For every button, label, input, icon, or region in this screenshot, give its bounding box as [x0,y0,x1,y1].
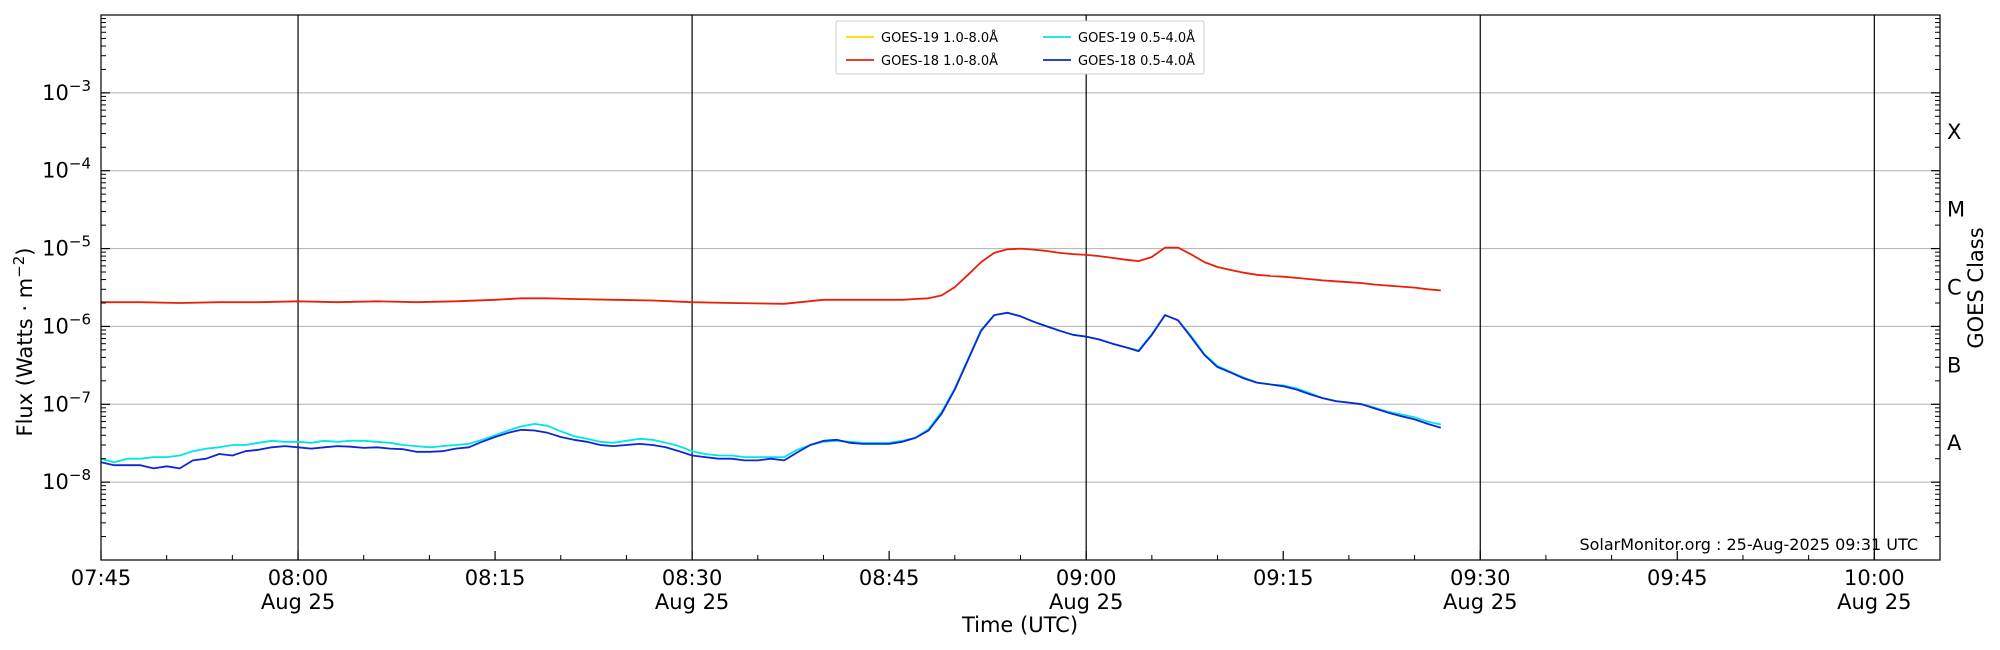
goes-class-label: C [1947,276,1962,300]
series-line [101,246,1441,305]
x-tick-label: 09:00 [1056,566,1117,590]
legend-label: GOES-18 0.5-4.0Å [1078,53,1195,69]
gridlines [101,15,1940,560]
series-lines [100,246,1442,470]
y-tick-label: 10−5 [42,233,91,261]
x-tick-label: 08:15 [465,566,526,590]
goes-class-label: B [1947,353,1961,377]
x-tick-label: 09:30 [1450,566,1511,590]
goes-class-label: M [1947,198,1965,222]
y-tick-label: 10−7 [42,388,91,416]
legend-label: GOES-19 1.0-8.0Å [881,30,998,46]
y-axis-title: Flux (Watts · m−2) [10,247,37,436]
legend-box [835,20,1205,75]
x-tick-label: 08:30 [662,566,723,590]
goes-class-labels: A B C M X [1947,120,1965,455]
x-tick-date-label: Aug 25 [261,590,335,614]
credit-text: SolarMonitor.org : 25-Aug-2025 09:31 UTC [1579,535,1918,554]
x-tick-label: 08:00 [268,566,329,590]
plot-background [101,15,1940,560]
legend-items: GOES-19 1.0-8.0Å GOES-18 1.0-8.0Å GOES-19 … [846,30,1195,69]
x-tick-label: 08:45 [859,566,920,590]
legend-label: GOES-19 0.5-4.0Å [1078,30,1195,46]
series-line [100,311,1442,470]
x-tick-label: 09:15 [1253,566,1314,590]
right-axis-title: GOES Class [1964,227,1988,348]
x-tick-date-label: Aug 25 [1837,590,1911,614]
x-tick-date-label: Aug 25 [655,590,729,614]
y-tick-label: 10−6 [42,310,91,338]
goes-class-label: X [1947,120,1961,144]
x-tick-label: 09:45 [1647,566,1708,590]
x-axis-title: Time (UTC) [961,613,1078,637]
y-tick-label: 10−3 [42,77,91,105]
x-tick-date-label: Aug 25 [1443,590,1517,614]
y-tick-label: 10−4 [42,155,91,183]
legend: GOES-19 1.0-8.0Å GOES-18 1.0-8.0Å GOES-19 … [835,20,1205,75]
x-tick-label: 10:00 [1844,566,1905,590]
y-tick-label: 10−8 [42,466,91,494]
x-tick-label: 07:45 [71,566,132,590]
legend-label: GOES-18 1.0-8.0Å [881,53,998,69]
goes-class-label: A [1947,431,1962,455]
x-tick-date-label: Aug 25 [1049,590,1123,614]
